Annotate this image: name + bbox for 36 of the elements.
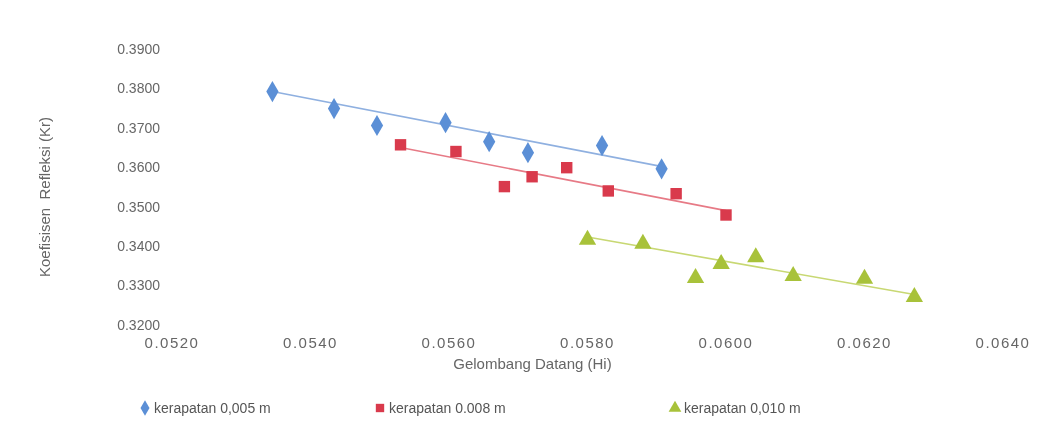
y-tick-label: 0.3300 [117,277,161,294]
legend-label: kerapatan 0.008 m [389,400,506,416]
point [720,209,732,221]
legend-label: kerapatan 0,010 m [684,400,801,416]
point [526,171,538,183]
point [394,139,407,151]
y-tick-label: 0.3400 [117,238,161,255]
y-tick-label: 0.3200 [117,316,161,333]
point [784,266,802,282]
point [634,233,652,249]
point [670,188,682,200]
x-tick-label: 0.0620 [837,334,892,351]
x-tick-label: 0.0580 [560,334,615,351]
y-tick-label: 0.3500 [117,198,161,215]
y-axis-title: Koefisisen Refleksi (Kr) [36,116,53,278]
legend-label: kerapatan 0,005 m [154,400,271,416]
point [578,229,597,245]
point [561,161,573,174]
point [602,185,614,197]
y-tick-label: 0.3800 [117,80,161,97]
x-axis-title: Gelombang Datang (Hi) [453,355,612,372]
point [747,247,765,263]
x-tick-label: 0.0600 [698,334,754,351]
point [712,253,730,269]
point [686,268,705,284]
y-tick-label: 0.3700 [117,119,161,136]
y-tick-label: 0.3600 [117,159,161,176]
x-tick-label: 0.0520 [144,334,200,351]
point [905,287,924,303]
y-tick-label: 0.3900 [117,40,161,57]
point [498,180,511,193]
point [855,268,874,284]
x-tick-label: 0.0540 [283,334,338,351]
x-tick-label: 0.0560 [421,334,477,351]
x-tick-label: 0.0640 [975,334,1031,351]
point [450,145,462,158]
